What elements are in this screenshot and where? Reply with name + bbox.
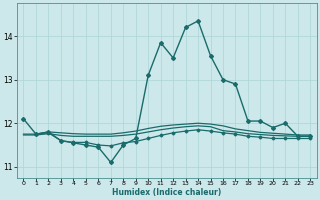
X-axis label: Humidex (Indice chaleur): Humidex (Indice chaleur) [112,188,221,197]
